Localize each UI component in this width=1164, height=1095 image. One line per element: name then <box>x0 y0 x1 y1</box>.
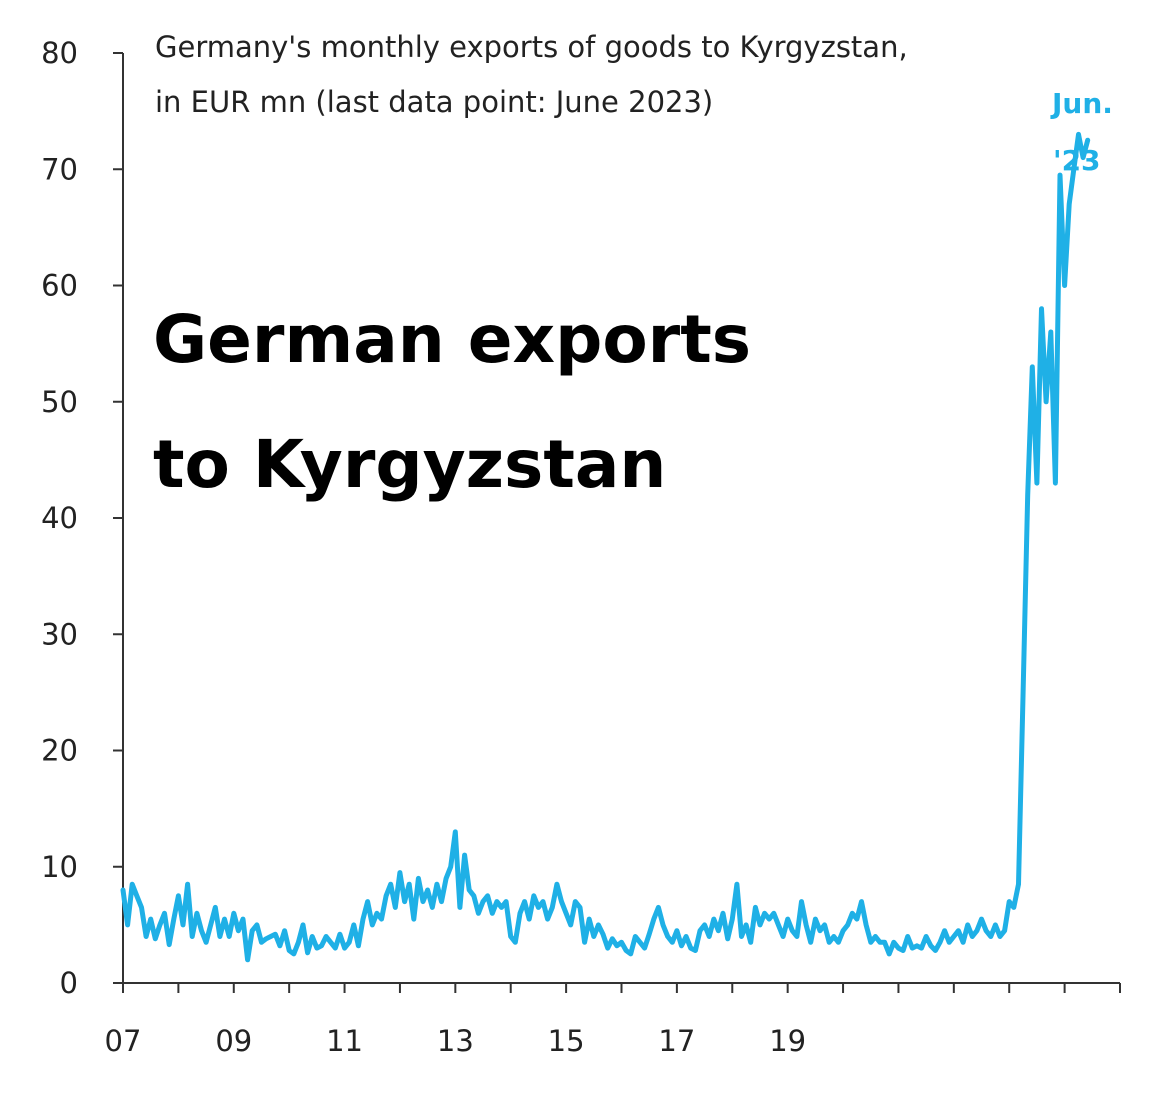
x-tick-label: 09 <box>215 1024 252 1058</box>
series-line-exports <box>120 131 1091 963</box>
y-tick-label: 80 <box>41 36 78 70</box>
y-tick-label: 40 <box>41 501 78 535</box>
series-layer <box>120 131 1091 963</box>
x-ticks: 07 09 11 13 15 17 19 <box>105 983 1121 1058</box>
y-tick-label: 50 <box>41 385 78 419</box>
y-tick-label: 0 <box>60 966 78 1000</box>
x-tick-label: 17 <box>658 1024 695 1058</box>
y-tick-label: 30 <box>41 617 78 651</box>
chart-title-line-2: to Kyrgyzstan <box>153 426 666 503</box>
y-tick-label: 20 <box>41 734 78 768</box>
y-tick-label: 60 <box>41 269 78 303</box>
chart-subtitle-line-1: Germany's monthly exports of goods to Ky… <box>155 30 908 64</box>
y-tick-label: 10 <box>41 850 78 884</box>
y-tick-label: 70 <box>41 152 78 186</box>
y-ticks: 0 10 20 30 40 50 60 70 80 <box>41 36 123 1000</box>
chart-title-line-1: German exports <box>153 301 751 378</box>
end-label-line-1: Jun. <box>1050 87 1113 120</box>
chart-subtitle-line-2: in EUR mn (last data point: June 2023) <box>155 85 713 119</box>
x-tick-label: 13 <box>437 1024 474 1058</box>
x-tick-label: 15 <box>548 1024 585 1058</box>
x-tick-label: 19 <box>769 1024 806 1058</box>
x-tick-label: 07 <box>105 1024 142 1058</box>
x-tick-label: 11 <box>326 1024 363 1058</box>
chart-text: Germany's monthly exports of goods to Ky… <box>153 30 1113 503</box>
axes-layer <box>122 53 1120 984</box>
